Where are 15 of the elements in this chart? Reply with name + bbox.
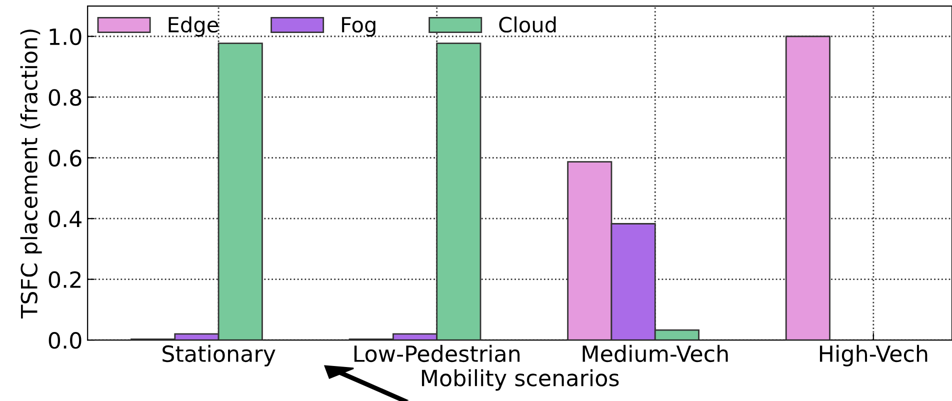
y-tick-label: 0.2 [48, 271, 80, 288]
x-tick-label: High-Vech [820, 344, 928, 366]
y-tick-label: 0.0 [48, 332, 82, 349]
y-tick-label: 0.6 [48, 150, 82, 167]
x-tick-label: Stationary [162, 344, 276, 366]
y-tick-label: 0.8 [48, 89, 82, 106]
legend-label: Fog [342, 17, 376, 37]
x-axis-title: Mobility scenarios [422, 369, 619, 391]
y-tick-label: 0.4 [48, 210, 82, 228]
y-axis-title: TSFC placement (fraction) [20, 30, 42, 318]
legend-label: Cloud [499, 16, 556, 33]
x-tick-label: Low-Pedestrian [354, 344, 520, 362]
legend-label: Edge [168, 16, 218, 37]
y-tick-label: 1.0 [50, 28, 82, 46]
x-tick-label: Medium-Vech [582, 344, 728, 362]
